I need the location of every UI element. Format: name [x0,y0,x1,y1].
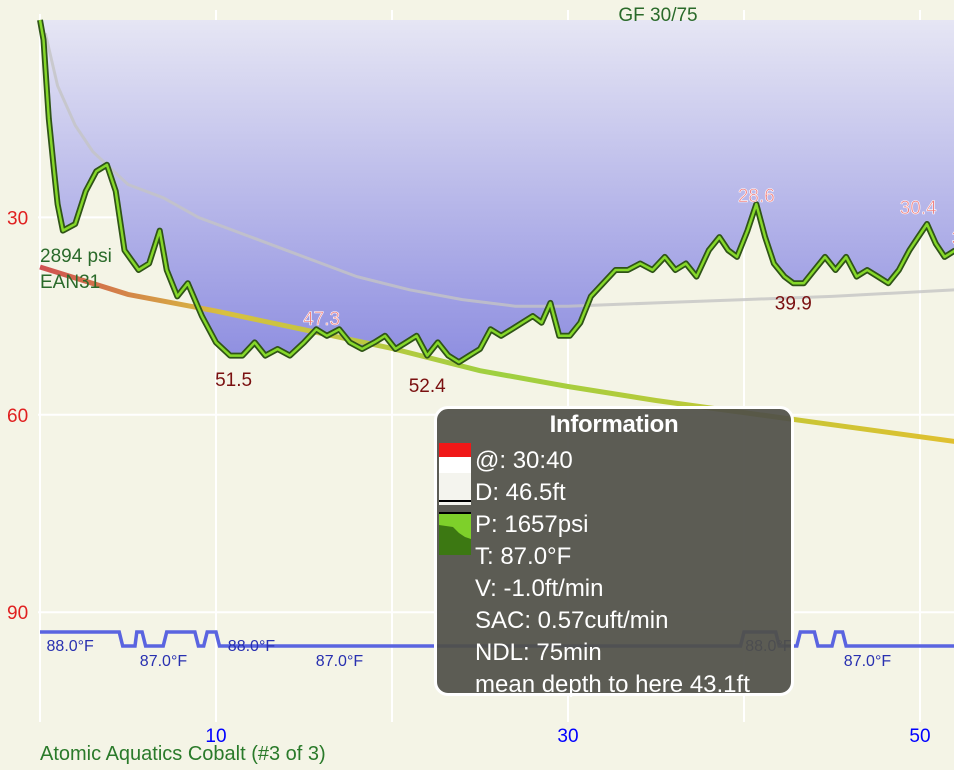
depth-area-fill [40,20,954,363]
depth-annotation: 51.5 [215,370,252,391]
info-line: T: 87.0°F [475,543,572,570]
x-tick-label: 50 [909,726,930,747]
depth-annotation: 39.9 [775,294,812,315]
dive-computer-label: Atomic Aquatics Cobalt (#3 of 3) [40,743,326,765]
info-line: SAC: 0.57cuft/min [475,607,669,634]
temperature-label: 88.0°F [47,638,95,655]
y-tick-label: 30 [7,208,28,229]
info-line: mean depth to here 43.1ft [475,671,750,698]
temperature-labels: 88.0°F87.0°F88.0°F87.0°F88.0°F87.0°F [47,638,892,670]
y-tick-label: 90 [7,603,28,624]
x-tick-label: 10 [205,726,226,747]
temperature-label: 88.0°F [228,638,276,655]
info-title: Information [549,411,679,438]
ceiling-legend-icon [439,473,471,505]
x-tick-label: 30 [557,726,578,747]
temperature-label: 87.0°F [140,653,188,670]
info-line: V: -1.0ft/min [475,575,604,602]
info-line: P: 1657psi [475,511,589,538]
y-tick-label: 60 [7,406,28,427]
chart-title: GF 30/75 [618,5,697,26]
depth-annotations: 51.5 47.3 52.4 28.6 39.9 30.4 3 [215,186,954,397]
gas-mix-label: EAN31 [40,272,100,293]
temperature-label: 87.0°F [316,653,364,670]
depth-annotation: 30.4 [900,198,937,219]
depth-line-highlight [38,19,954,364]
depth-annotation: 28.6 [738,186,775,207]
info-line: D: 46.5ft [475,479,566,506]
temperature-label: 87.0°F [844,653,892,670]
temperature-line [40,630,954,648]
axis-ticks: 30 60 90 10 30 50 [7,208,931,747]
depth-annotation: 3 [952,228,954,249]
ceiling-line [43,32,954,308]
temperature-legend-icon [439,523,471,555]
tank-pressure-label: 2894 psi [40,246,112,267]
depth-legend-icon [439,441,471,473]
depth-annotation: 47.3 [303,309,340,330]
depth-annotation: 52.4 [409,376,446,397]
info-line: NDL: 75min [475,639,602,666]
information-tooltip: Information @: 30:40 D: 46.5ft P: 1657psi T… [434,406,794,698]
info-line: @: 30:40 [475,447,573,474]
